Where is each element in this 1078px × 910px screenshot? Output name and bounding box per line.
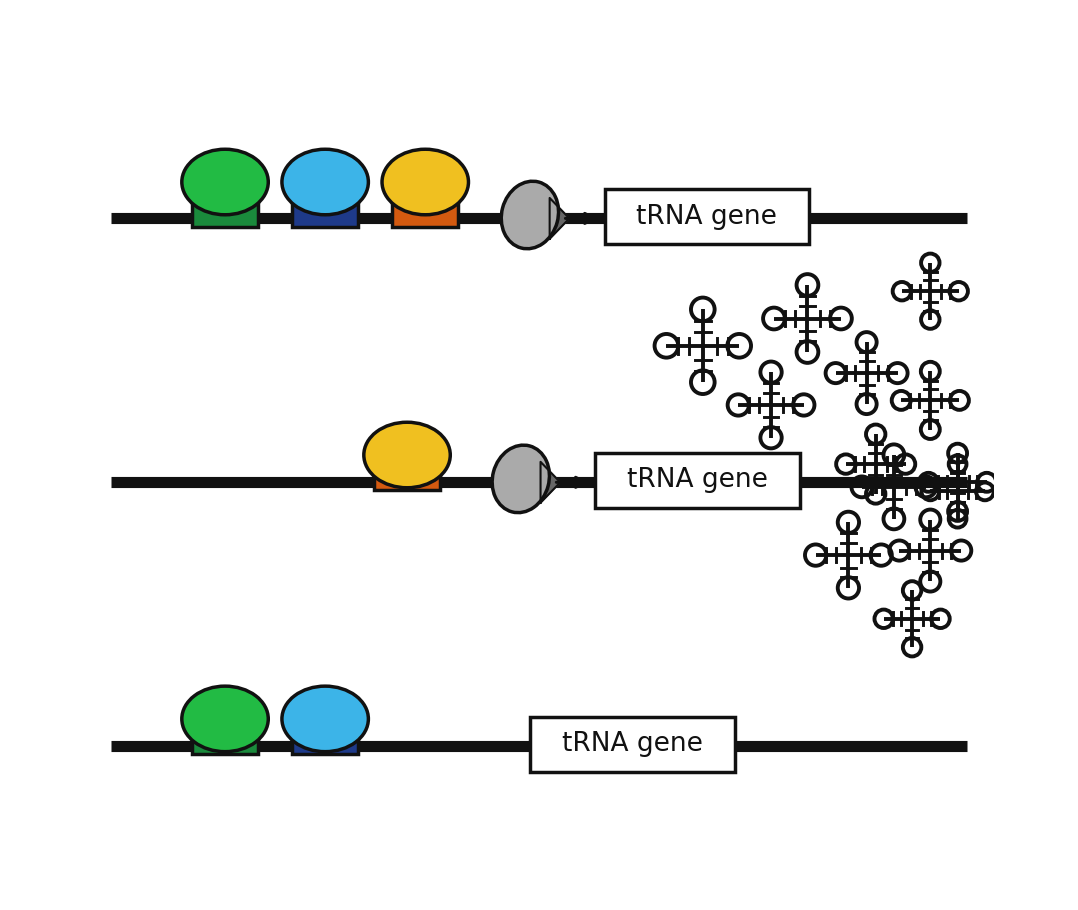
Bar [595,453,800,508]
Text: tRNA gene: tRNA gene [636,204,777,229]
Bar [530,717,734,772]
Text: tRNA gene: tRNA gene [627,468,769,493]
Ellipse shape [182,686,268,752]
Ellipse shape [282,686,369,752]
Polygon shape [540,462,561,502]
Bar [605,189,810,244]
Ellipse shape [182,149,268,215]
Ellipse shape [364,422,451,488]
Bar [292,172,358,227]
Bar [392,172,458,227]
Bar [292,700,358,754]
Text: tRNA gene: tRNA gene [562,732,703,757]
Ellipse shape [282,149,369,215]
Ellipse shape [493,445,550,512]
Bar [374,436,440,490]
Bar [192,172,258,227]
Ellipse shape [501,181,558,248]
Ellipse shape [382,149,469,215]
Bar [192,700,258,754]
Polygon shape [550,198,569,238]
